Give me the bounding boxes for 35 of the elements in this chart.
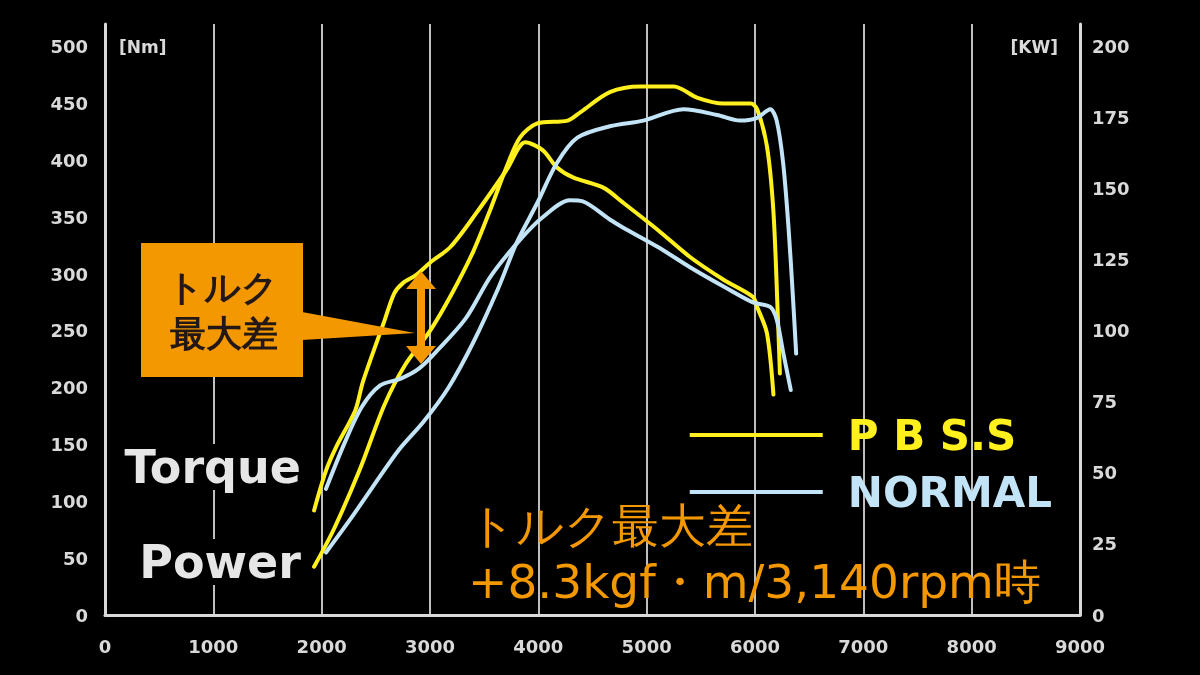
y-tick-label: 400 xyxy=(50,149,88,171)
text: トルク最大差 xyxy=(167,266,278,354)
y-tick-label: 100 xyxy=(50,490,88,512)
y2-tick-label: 50 xyxy=(1092,462,1118,484)
annotation: Power xyxy=(139,535,302,589)
x-tick-label: 3000 xyxy=(404,635,456,657)
y-tick-label: 500 xyxy=(50,36,88,58)
y-tick-label: 450 xyxy=(50,93,88,115)
x-tick-label: 9000 xyxy=(1054,635,1106,657)
y-tick-label: 300 xyxy=(50,263,88,285)
y2-tick-label: 0 xyxy=(1092,604,1105,626)
y-tick-label: 200 xyxy=(50,377,88,399)
y2-tick-label: 100 xyxy=(1092,320,1130,342)
x-tick-label: 8000 xyxy=(946,635,997,657)
y-tick-label: 150 xyxy=(50,434,88,456)
annotation: Torque xyxy=(124,440,301,494)
y-tick-label: 0 xyxy=(75,604,88,626)
x-tick-label: 7000 xyxy=(838,635,889,657)
y2-axis-title: [KW] xyxy=(1010,37,1058,57)
y2-tick-label: 150 xyxy=(1092,178,1130,200)
x-tick-label: 0 xyxy=(98,635,112,657)
x-tick-label: 5000 xyxy=(621,635,672,657)
y2-tick-label: 75 xyxy=(1092,391,1118,413)
x-tick-label: 4000 xyxy=(513,635,564,657)
y2-tick-label: 125 xyxy=(1092,249,1130,271)
x-tick-label: 6000 xyxy=(729,635,781,657)
x-tick-label: 2000 xyxy=(296,635,347,657)
y-tick-label: 350 xyxy=(50,206,88,228)
y-tick-label: 250 xyxy=(50,320,88,342)
y2-tick-label: 25 xyxy=(1092,533,1118,555)
y-tick-label: 50 xyxy=(62,547,88,569)
y2-tick-label: 175 xyxy=(1092,107,1130,129)
y-axis-title: [Nm] xyxy=(119,37,167,57)
x-tick-label: 1000 xyxy=(188,635,239,657)
y2-tick-label: 200 xyxy=(1092,36,1130,58)
